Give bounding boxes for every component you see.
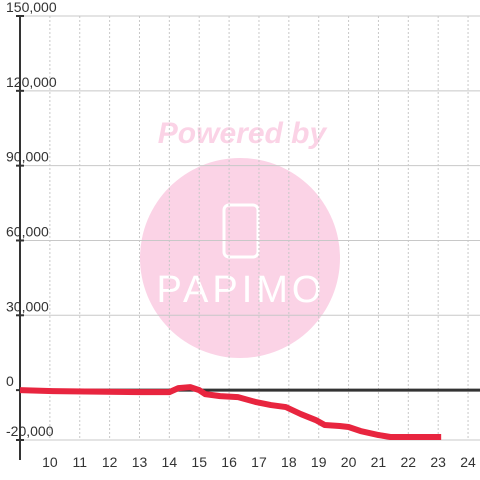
x-tick-label: 15: [191, 454, 207, 470]
x-tick-label: 24: [460, 454, 476, 470]
x-tick-label: 14: [162, 454, 178, 470]
x-tick-label: 11: [72, 454, 87, 470]
x-tick-label: 18: [281, 454, 297, 470]
watermark-text: Powered by: [158, 117, 328, 150]
x-tick-label: 21: [371, 454, 387, 470]
watermark: Powered by PAPIMO: [140, 117, 340, 358]
data-line: [19, 384, 442, 441]
x-tick-label: 13: [132, 454, 148, 470]
watermark-logo: PAPIMO: [157, 269, 326, 311]
y-tick-label: 60,000: [6, 223, 49, 239]
x-tick-label: 10: [42, 454, 58, 470]
y-tick-label: 150,000: [6, 0, 57, 15]
y-tick-label: 90,000: [6, 149, 49, 165]
y-tick-label: 0: [6, 373, 14, 389]
watermark-phone: [222, 203, 260, 259]
y-tick-label: -20,000: [6, 423, 54, 439]
x-tick-label: 20: [341, 454, 357, 470]
x-tick-label: 19: [311, 454, 327, 470]
x-tick-label: 23: [430, 454, 446, 470]
x-tick-label: 22: [401, 454, 417, 470]
x-tick-label: 17: [251, 454, 267, 470]
x-tick-label: 16: [221, 454, 237, 470]
y-tick-label: 30,000: [6, 298, 49, 314]
y-tick-label: 120,000: [6, 74, 57, 90]
x-tick-label: 12: [102, 454, 118, 470]
